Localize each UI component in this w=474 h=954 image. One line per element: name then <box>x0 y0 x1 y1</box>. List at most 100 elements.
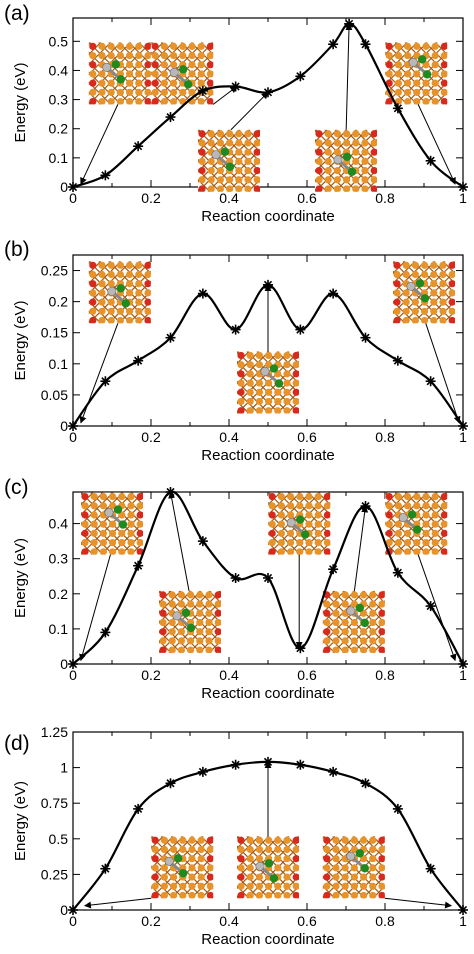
x-tick-label: 0.6 <box>297 429 317 445</box>
y-tick-label: 0.15 <box>41 325 68 341</box>
data-point <box>328 39 339 50</box>
data-point <box>68 905 78 915</box>
data-point <box>197 536 208 547</box>
data-point <box>68 182 78 192</box>
data-point <box>425 601 436 612</box>
structure-inset <box>88 261 151 324</box>
data-point <box>458 182 468 192</box>
structure-inset <box>385 42 448 105</box>
data-point <box>263 756 273 767</box>
data-point <box>197 766 208 777</box>
data-point <box>100 627 111 638</box>
x-tick-label: 0.8 <box>375 913 395 929</box>
pointer-arrow <box>384 897 452 909</box>
data-point <box>458 421 468 431</box>
y-tick-label: 0 <box>60 902 68 918</box>
structure-inset <box>268 492 331 555</box>
y-tick-label: 0.4 <box>49 62 69 78</box>
data-point <box>392 103 403 114</box>
panel-label: (b) <box>4 238 30 261</box>
pointer-arrow <box>168 491 190 591</box>
y-axis-title: Energy (eV) <box>12 781 29 861</box>
structure-inset <box>81 492 143 555</box>
data-point <box>68 659 78 669</box>
data-point <box>197 288 208 299</box>
data-point <box>133 560 144 571</box>
x-tick-label: 0 <box>69 190 77 206</box>
data-point <box>165 332 176 343</box>
panel-label: (d) <box>4 732 30 755</box>
pointer-arrow <box>417 554 457 662</box>
data-point <box>392 355 403 366</box>
chart-panel: 0 0.2 0.4 0.6 0.8 1 0 0.25 0.5 0.75 1 1.25 Reaction … <box>4 724 468 948</box>
structure-inset <box>151 836 214 899</box>
panel-label: (c) <box>4 476 29 499</box>
x-tick-label: 0.4 <box>219 913 239 929</box>
data-point <box>328 288 339 299</box>
data-point <box>263 573 273 583</box>
structure-inset <box>385 492 448 555</box>
data-point <box>165 487 176 497</box>
x-tick-label: 0.8 <box>375 429 395 445</box>
data-point <box>392 567 403 578</box>
x-tick-label: 0.8 <box>375 190 395 206</box>
structure-inset <box>198 129 260 192</box>
chart-panel: 0 0.2 0.4 0.6 0.8 1 0 0.1 0.2 0.3 0.4 Reaction coor… <box>4 476 468 702</box>
y-tick-label: 0.5 <box>49 831 69 847</box>
y-tick-label: 0.1 <box>49 150 69 166</box>
y-tick-label: 0.3 <box>49 92 69 108</box>
y-tick-label: 0.4 <box>49 516 69 532</box>
structure-inset <box>393 261 455 324</box>
y-tick-label: 0.2 <box>49 294 69 310</box>
data-point <box>263 279 273 290</box>
x-tick-label: 0.2 <box>141 913 161 929</box>
x-axis-title: Reaction coordinate <box>201 685 334 702</box>
x-tick-label: 0.2 <box>141 429 161 445</box>
y-tick-label: 0.25 <box>41 866 68 882</box>
pointer-arrow <box>84 897 152 909</box>
data-point <box>360 332 371 343</box>
data-point <box>295 643 306 654</box>
y-axis-title: Energy (eV) <box>12 538 29 618</box>
pointer-arrow <box>417 104 456 185</box>
x-tick-label: 0 <box>69 913 77 929</box>
y-tick-label: 1 <box>60 760 68 776</box>
data-point <box>425 376 436 387</box>
x-tick-label: 0.8 <box>375 667 395 683</box>
data-point <box>165 778 176 789</box>
x-tick-label: 0.2 <box>141 190 161 206</box>
data-point <box>360 778 371 789</box>
data-point <box>100 376 111 387</box>
y-tick-label: 0.05 <box>41 387 68 403</box>
data-point <box>230 759 241 770</box>
y-tick-label: 0.2 <box>49 121 69 137</box>
data-point <box>100 170 111 181</box>
data-point <box>295 324 306 335</box>
y-tick-label: 0.2 <box>49 586 69 602</box>
data-point <box>230 324 241 335</box>
y-tick-label: 0.25 <box>41 263 68 279</box>
y-axis-title: Energy (eV) <box>12 300 29 380</box>
data-point <box>230 573 241 583</box>
x-axis-title: Reaction coordinate <box>201 447 334 464</box>
structure-inset <box>322 590 385 653</box>
x-tick-label: 1 <box>459 190 467 206</box>
data-point <box>392 803 403 814</box>
x-tick-label: 0.6 <box>297 667 317 683</box>
chart-panel: 0 0.2 0.4 0.6 0.8 1 0 0.05 0.1 0.15 0.2 0.25 Reactio… <box>4 238 468 464</box>
x-axis-title: Reaction coordinate <box>201 931 334 948</box>
data-point <box>100 863 111 874</box>
structure-inset <box>159 590 221 653</box>
structure-inset <box>315 129 377 192</box>
x-tick-label: 0.6 <box>297 913 317 929</box>
data-point <box>458 905 468 915</box>
x-tick-label: 0.2 <box>141 667 161 683</box>
pointer-arrow <box>230 91 269 131</box>
pointer-arrow <box>353 505 369 591</box>
x-tick-label: 0.4 <box>219 667 239 683</box>
x-tick-label: 0.4 <box>219 429 239 445</box>
y-tick-label: 0 <box>60 418 68 434</box>
data-point <box>425 863 436 874</box>
y-tick-label: 0 <box>60 179 68 195</box>
